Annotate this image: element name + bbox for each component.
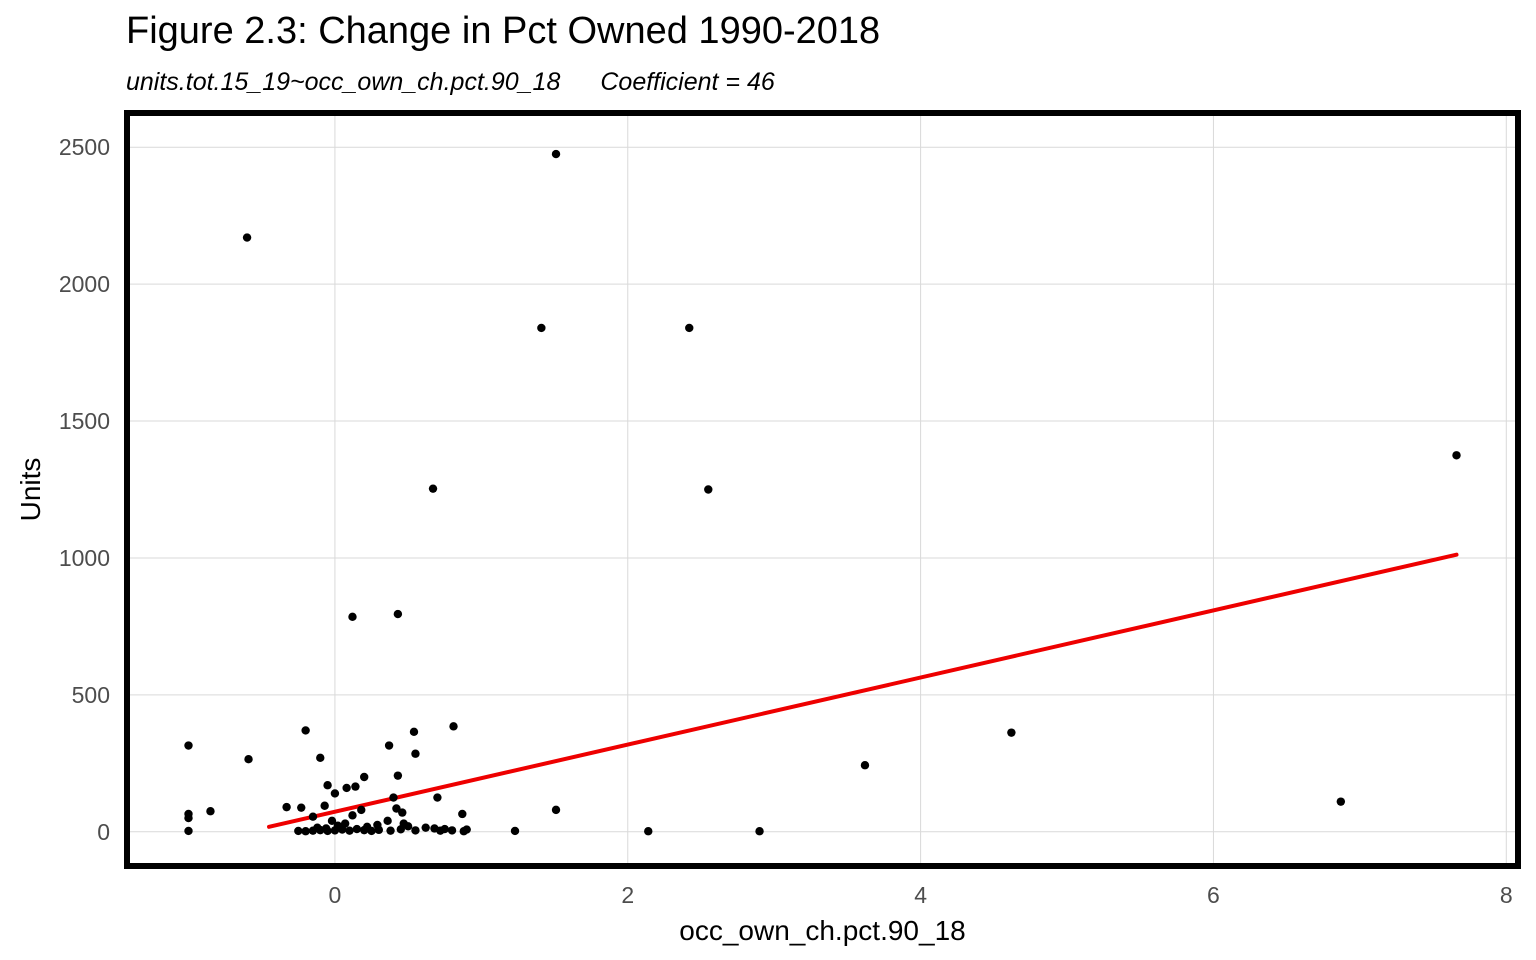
- data-point: [551, 805, 561, 815]
- data-point: [755, 827, 764, 836]
- y-axis-ticks: 0 500 1000 1500 2000 2500: [59, 134, 110, 845]
- data-point: [436, 826, 445, 835]
- y-tick-label: 2000: [59, 271, 110, 297]
- data-point: [321, 824, 331, 833]
- data-point: [396, 825, 406, 834]
- data-point: [374, 825, 384, 835]
- data-point: [340, 819, 350, 828]
- data-point: [433, 793, 442, 802]
- x-tick-label: 6: [1207, 882, 1220, 908]
- data-point: [389, 793, 398, 802]
- data-point: [1336, 797, 1346, 806]
- data-point: [393, 771, 403, 780]
- data-point: [206, 807, 215, 816]
- data-point: [1007, 728, 1016, 737]
- data-point: [357, 805, 366, 815]
- chart-subtitle: units.tot.15_19~occ_own_ch.pct.90_18 Coef…: [126, 68, 775, 97]
- y-tick-label: 1500: [59, 408, 110, 434]
- y-tick-label: 0: [97, 819, 110, 845]
- data-point: [458, 809, 467, 819]
- data-point: [383, 816, 392, 826]
- data-point: [345, 826, 354, 835]
- data-point: [297, 803, 306, 812]
- data-point: [320, 801, 329, 810]
- data-point: [184, 826, 193, 836]
- y-tick-label: 500: [72, 682, 110, 708]
- data-point: [392, 804, 401, 813]
- data-point: [184, 813, 193, 823]
- data-point: [294, 826, 303, 836]
- data-point: [386, 826, 395, 835]
- data-point: [242, 233, 252, 242]
- data-point: [449, 722, 458, 731]
- data-point: [327, 816, 337, 826]
- data-point: [384, 741, 394, 750]
- data-point: [333, 821, 343, 830]
- data-point: [644, 827, 653, 836]
- y-tick-label: 2500: [59, 134, 110, 160]
- x-tick-label: 0: [329, 882, 342, 908]
- data-point: [352, 824, 362, 834]
- data-point: [301, 827, 310, 836]
- data-point: [459, 827, 468, 836]
- data-point: [348, 612, 357, 622]
- data-point: [537, 323, 546, 333]
- data-point: [409, 727, 419, 737]
- data-point: [447, 826, 457, 835]
- data-point: [301, 726, 310, 735]
- data-points: [184, 149, 1461, 836]
- regression-line-layer: [267, 552, 1459, 829]
- x-tick-label: 8: [1500, 882, 1513, 908]
- plot-border: [124, 110, 1521, 869]
- x-tick-label: 2: [621, 882, 634, 908]
- x-tick-label: 4: [914, 882, 927, 908]
- data-point: [342, 783, 351, 793]
- data-point: [403, 822, 413, 831]
- data-point: [244, 755, 253, 764]
- data-point: [1452, 451, 1461, 460]
- data-point: [685, 323, 694, 333]
- data-point: [510, 826, 520, 836]
- grid-lines: [127, 113, 1518, 866]
- data-point: [551, 149, 561, 159]
- x-axis-title: occ_own_ch.pct.90_18: [679, 915, 965, 946]
- data-point: [398, 808, 407, 817]
- data-point: [282, 802, 291, 812]
- data-point: [323, 781, 332, 790]
- chart-title: Figure 2.3: Change in Pct Owned 1990-201…: [126, 10, 881, 52]
- subtitle-coefficient: Coefficient = 46: [600, 68, 775, 96]
- data-point: [351, 782, 360, 791]
- data-point: [704, 485, 713, 494]
- y-axis-title: Units: [15, 458, 46, 522]
- data-point: [421, 823, 430, 832]
- data-point: [348, 811, 357, 820]
- data-point: [428, 484, 438, 493]
- data-point: [330, 789, 340, 798]
- data-point: [308, 812, 318, 821]
- subtitle-formula: units.tot.15_19~occ_own_ch.pct.90_18: [126, 68, 561, 96]
- x-axis-ticks: 0 2 4 6 8: [329, 882, 1513, 908]
- data-point: [411, 749, 420, 758]
- data-point: [393, 609, 403, 619]
- regression-line: [267, 552, 1459, 829]
- data-point: [184, 741, 193, 750]
- data-point: [360, 772, 369, 782]
- data-point: [411, 826, 420, 835]
- data-point: [316, 753, 325, 763]
- data-point: [313, 823, 322, 832]
- y-tick-label: 1000: [59, 545, 110, 571]
- data-point: [362, 822, 372, 832]
- data-point: [860, 761, 870, 770]
